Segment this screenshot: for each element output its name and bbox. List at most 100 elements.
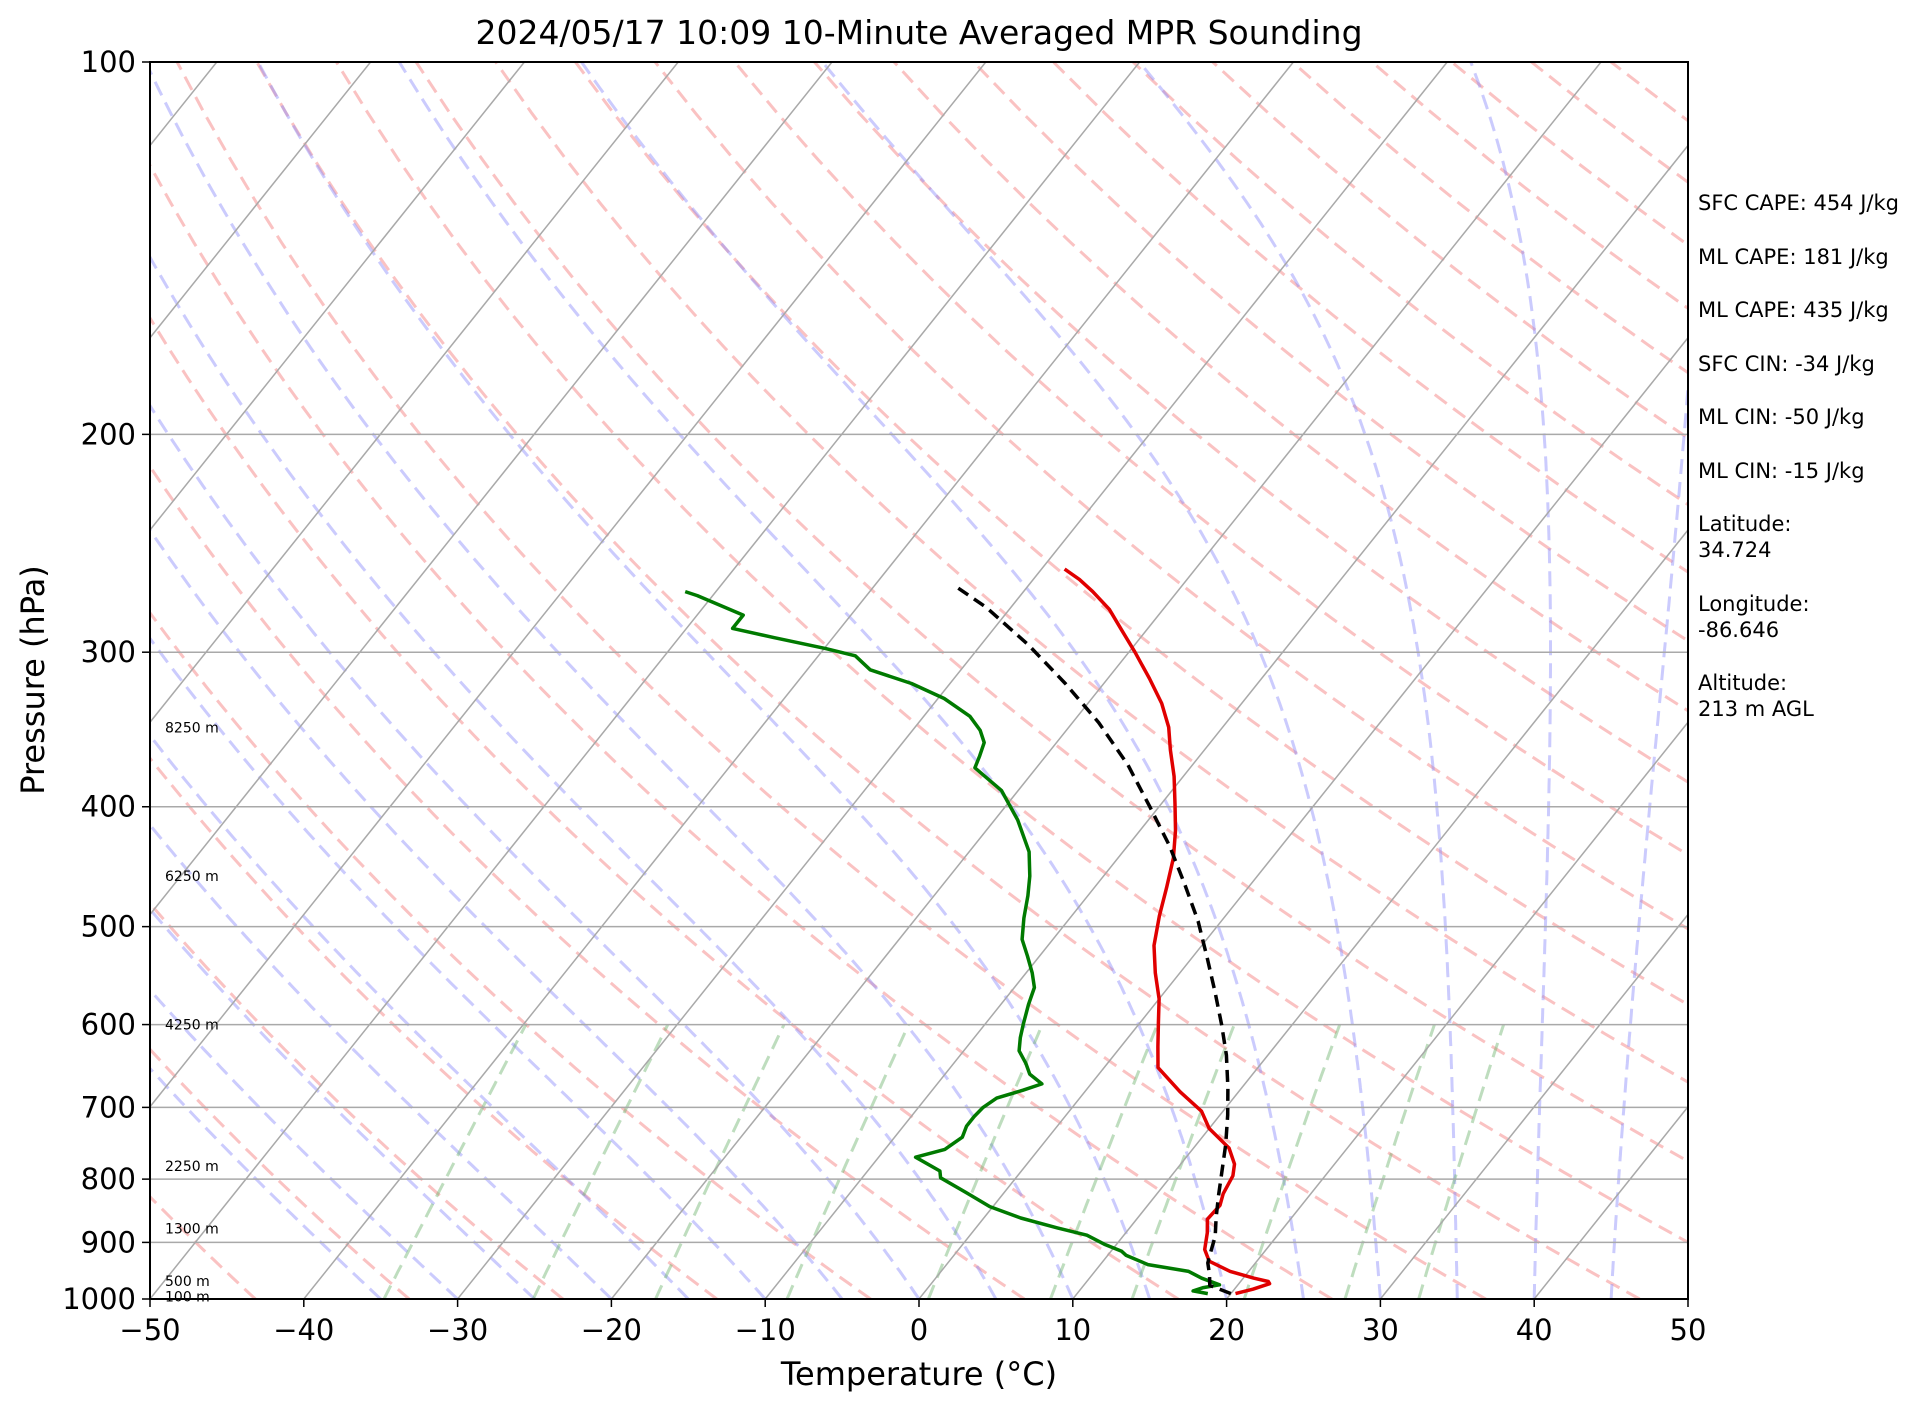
- dry-adiabat: [150, 755, 718, 1299]
- mixing-ratio-line: [785, 1023, 910, 1299]
- isotherm: [1072, 528, 1688, 1299]
- stat-annotation: 34.724: [1698, 538, 1771, 562]
- y-tick-label: 500: [81, 910, 136, 944]
- isotherm: [150, 62, 833, 916]
- dewpoint-trace: [684, 589, 1222, 1296]
- x-tick-label: −20: [581, 1313, 642, 1347]
- isotherm: [764, 144, 1688, 1299]
- x-tick-label: 30: [1362, 1313, 1399, 1347]
- stat-annotation: SFC CIN: -34 J/kg: [1698, 352, 1875, 376]
- moist-adiabat: [821, 62, 1382, 1299]
- moist-adiabat: [397, 62, 1229, 1299]
- dry-adiabat: [335, 62, 1688, 1245]
- isotherm: [610, 62, 1602, 1299]
- mixing-ratio-line: [531, 1023, 670, 1299]
- dry-adiabat: [1052, 62, 1688, 574]
- moist-adiabat: [150, 402, 921, 1299]
- dry-adiabat: [574, 62, 1688, 1007]
- height-label: 8250 m: [165, 720, 219, 736]
- moist-adiabat: [580, 62, 1305, 1299]
- stat-annotation: ML CAPE: 435 J/kg: [1698, 298, 1889, 322]
- stat-annotation: Latitude:: [1698, 512, 1792, 536]
- isotherm: [303, 62, 1294, 1299]
- sounding-traces: [684, 567, 1272, 1296]
- y-tick-label: 800: [81, 1162, 136, 1196]
- height-label: 6250 m: [165, 869, 219, 885]
- stat-annotation: ML CIN: -50 J/kg: [1698, 405, 1865, 429]
- y-tick-label: 600: [81, 1008, 136, 1042]
- x-axis-ticks: −50 −40 −30 −20 −10 0 10 20 30 40 50: [119, 1299, 1706, 1347]
- height-label: 2250 m: [165, 1159, 219, 1175]
- y-tick-label: 900: [81, 1225, 136, 1259]
- y-tick-label: 400: [81, 790, 136, 824]
- y-tick-label: 1000: [62, 1282, 136, 1316]
- dry-adiabat: [150, 463, 1026, 1299]
- temperature-trace: [1063, 567, 1272, 1296]
- isotherm: [918, 336, 1688, 1299]
- height-label: 500 m: [165, 1274, 210, 1290]
- moist-adiabat: [150, 906, 536, 1299]
- moist-adiabat: [1609, 368, 1688, 1299]
- isotherm: [150, 62, 679, 724]
- isotherm: [150, 62, 987, 1108]
- x-tick-label: −50: [119, 1313, 180, 1347]
- isotherm: [457, 62, 1448, 1299]
- height-label: 4250 m: [165, 1018, 219, 1034]
- x-tick-label: 50: [1670, 1313, 1707, 1347]
- y-tick-label: 700: [81, 1090, 136, 1124]
- x-tick-label: −10: [735, 1313, 796, 1347]
- moist-adiabat: [150, 987, 459, 1299]
- parcel-path-trace: [956, 586, 1232, 1296]
- dry-adiabat: [150, 162, 1333, 1299]
- dry-adiabat: [255, 62, 1641, 1299]
- stat-annotation: 213 m AGL: [1698, 697, 1814, 721]
- moist-adiabat: [150, 527, 844, 1299]
- isotherm: [1379, 913, 1688, 1299]
- moist-adiabat: [1469, 62, 1552, 1299]
- isotherm: [150, 62, 525, 532]
- x-tick-label: −40: [273, 1313, 334, 1347]
- moist-adiabat: [256, 62, 1152, 1299]
- moist-adiabat: [150, 254, 998, 1299]
- stat-annotation: Altitude:: [1698, 671, 1787, 695]
- moist-adiabat: [150, 1066, 382, 1299]
- stat-annotation: -86.646: [1698, 618, 1779, 642]
- y-tick-label: 100: [81, 45, 136, 79]
- chart-title: 2024/05/17 10:09 10-Minute Averaged MPR …: [475, 13, 1362, 52]
- x-tick-label: 20: [1208, 1313, 1245, 1347]
- moist-adiabat: [150, 822, 613, 1299]
- stat-annotation: ML CIN: -15 J/kg: [1698, 459, 1865, 483]
- dry-adiabat: [414, 62, 1688, 1163]
- isotherm: [1226, 721, 1688, 1299]
- plot-background: [150, 62, 1688, 1299]
- y-axis-label: Pressure (hPa): [14, 565, 52, 795]
- dry-adiabat: [494, 62, 1688, 1084]
- y-tick-label: 300: [81, 635, 136, 669]
- height-label: 1300 m: [165, 1221, 219, 1237]
- mixing-ratio-line: [654, 1023, 786, 1299]
- x-tick-label: 10: [1054, 1313, 1091, 1347]
- stat-annotation: ML CAPE: 181 J/kg: [1698, 245, 1889, 269]
- y-tick-label: 200: [81, 417, 136, 451]
- x-tick-label: 40: [1516, 1313, 1553, 1347]
- isotherm: [150, 62, 1141, 1299]
- dry-adiabat: [150, 610, 872, 1299]
- moist-adiabat: [150, 635, 767, 1299]
- moist-adiabat: [150, 733, 690, 1299]
- isotherm: [150, 62, 372, 339]
- x-tick-label: 0: [910, 1313, 928, 1347]
- stat-annotation: SFC CAPE: 454 J/kg: [1698, 191, 1899, 215]
- stat-annotation: Longitude:: [1698, 592, 1810, 616]
- isobar-grid: [150, 433, 1688, 1244]
- x-axis-label: Temperature (°C): [780, 1355, 1057, 1393]
- y-axis-ticks: 100 200 300 400 500 600 700 800 900 1000: [62, 45, 150, 1316]
- height-label: 100 m: [165, 1289, 210, 1305]
- dry-adiabat: [653, 62, 1688, 931]
- moist-adiabat: [1138, 62, 1459, 1299]
- dry-adiabat: [150, 901, 564, 1299]
- stats-annotations: SFC CAPE: 454 J/kg ML CAPE: 181 J/kg ML CA…: [1698, 191, 1899, 721]
- dry-adiabat: [175, 62, 1487, 1299]
- x-tick-label: −30: [427, 1313, 488, 1347]
